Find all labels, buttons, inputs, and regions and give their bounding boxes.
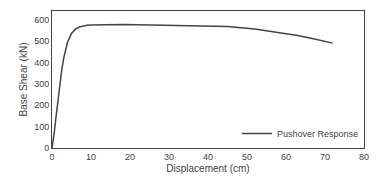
svg-text:600: 600 (34, 15, 49, 25)
svg-text:300: 300 (34, 79, 49, 89)
svg-text:40: 40 (203, 152, 213, 162)
svg-text:Base Shear (kN): Base Shear (kN) (18, 43, 29, 117)
svg-text:70: 70 (320, 152, 330, 162)
svg-text:100: 100 (34, 122, 49, 132)
svg-text:200: 200 (34, 100, 49, 110)
svg-text:Pushover Response: Pushover Response (277, 129, 358, 139)
svg-text:0: 0 (44, 143, 49, 153)
svg-text:20: 20 (125, 152, 135, 162)
svg-text:0: 0 (49, 152, 54, 162)
svg-text:Displacement (cm): Displacement (cm) (166, 163, 249, 174)
svg-text:30: 30 (164, 152, 174, 162)
svg-text:10: 10 (86, 152, 96, 162)
svg-text:500: 500 (34, 36, 49, 46)
svg-text:400: 400 (34, 58, 49, 68)
svg-text:80: 80 (359, 152, 369, 162)
svg-text:60: 60 (281, 152, 291, 162)
svg-text:50: 50 (242, 152, 252, 162)
